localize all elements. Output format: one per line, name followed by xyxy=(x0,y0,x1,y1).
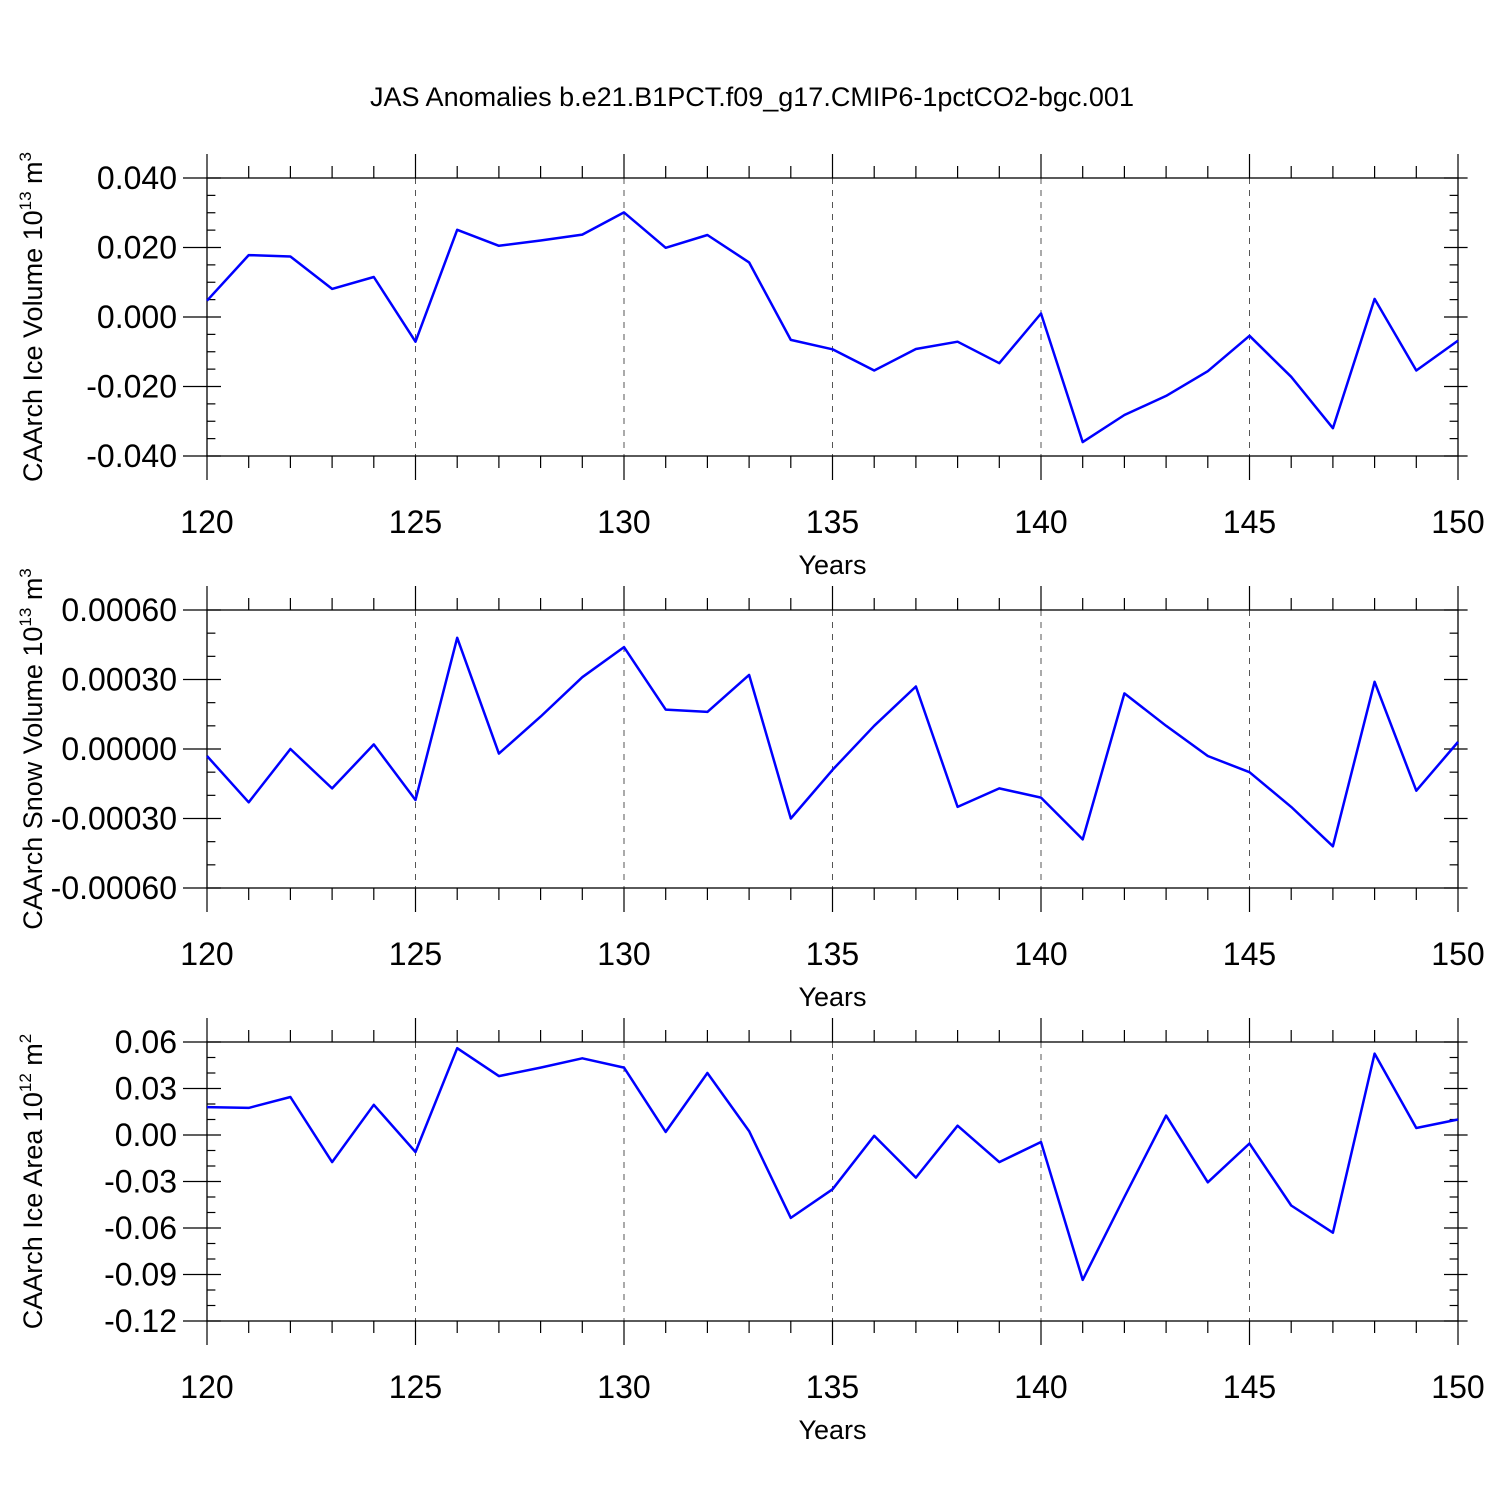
x-tick-label: 120 xyxy=(180,504,233,540)
chart-panel-3: -0.12 -0.09 -0.06 -0.03 0.00 0.03 0.06 120 125 13… xyxy=(16,1018,1485,1445)
chart-panel-1: -0.040 -0.020 0.000 0.020 0.040 120 125 130 135 1… xyxy=(16,152,1485,580)
x-tick-label: 135 xyxy=(806,504,859,540)
x-tick-label: 145 xyxy=(1223,504,1276,540)
y-tick-label: -0.00030 xyxy=(51,801,177,837)
x-tick-label: 125 xyxy=(389,1369,442,1405)
x-tick-label: 150 xyxy=(1431,936,1484,972)
chart-panel-2: -0.00060 -0.00030 0.00000 0.00030 0.00060 120… xyxy=(16,568,1485,1012)
x-tick-label: 130 xyxy=(597,936,650,972)
x-tick-label: 150 xyxy=(1431,1369,1484,1405)
x-tick-label: 135 xyxy=(806,1369,859,1405)
y-tick-label: -0.040 xyxy=(86,438,177,474)
x-tick-label: 150 xyxy=(1431,504,1484,540)
series-line xyxy=(206,636,1459,848)
chart-title: JAS Anomalies b.e21.B1PCT.f09_g17.CMIP6-… xyxy=(370,82,1134,112)
y-tick-label: 0.03 xyxy=(115,1071,177,1107)
y-tick-label: 0.020 xyxy=(97,230,177,266)
y-tick-label: -0.020 xyxy=(86,369,177,405)
x-tick-label: 125 xyxy=(389,504,442,540)
x-tick-label: 130 xyxy=(597,1369,650,1405)
series-line xyxy=(206,211,1459,444)
y-tick-label: 0.00 xyxy=(115,1117,177,1153)
x-axis-label: Years xyxy=(798,982,866,1012)
x-axis-label: Years xyxy=(798,550,866,580)
x-tick-label: 140 xyxy=(1014,936,1067,972)
y-axis-label: CAArch Ice Volume 1013 m3 xyxy=(16,152,48,482)
y-tick-label: 0.06 xyxy=(115,1024,177,1060)
y-tick-label: -0.06 xyxy=(104,1210,177,1246)
y-axis-label: CAArch Ice Area 1012 m2 xyxy=(16,1034,48,1330)
x-tick-label: 135 xyxy=(806,936,859,972)
y-tick-label: -0.03 xyxy=(104,1164,177,1200)
x-tick-label: 120 xyxy=(180,936,233,972)
x-tick-label: 140 xyxy=(1014,1369,1067,1405)
x-tick-label: 120 xyxy=(180,1369,233,1405)
series-line xyxy=(206,1046,1459,1282)
x-axis-label: Years xyxy=(798,1415,866,1445)
x-tick-label: 125 xyxy=(389,936,442,972)
y-tick-label: 0.00030 xyxy=(61,662,177,698)
x-tick-label: 145 xyxy=(1223,1369,1276,1405)
y-axis-label: CAArch Snow Volume 1013 m3 xyxy=(16,568,48,930)
y-tick-label: 0.00000 xyxy=(61,731,177,767)
y-tick-label: 0.040 xyxy=(97,160,177,196)
x-tick-label: 140 xyxy=(1014,504,1067,540)
y-tick-label: 0.00060 xyxy=(61,592,177,628)
y-tick-label: 0.000 xyxy=(97,299,177,335)
x-tick-label: 145 xyxy=(1223,936,1276,972)
x-tick-label: 130 xyxy=(597,504,650,540)
y-tick-label: -0.12 xyxy=(104,1303,177,1339)
y-tick-label: -0.09 xyxy=(104,1257,177,1293)
y-tick-label: -0.00060 xyxy=(51,870,177,906)
